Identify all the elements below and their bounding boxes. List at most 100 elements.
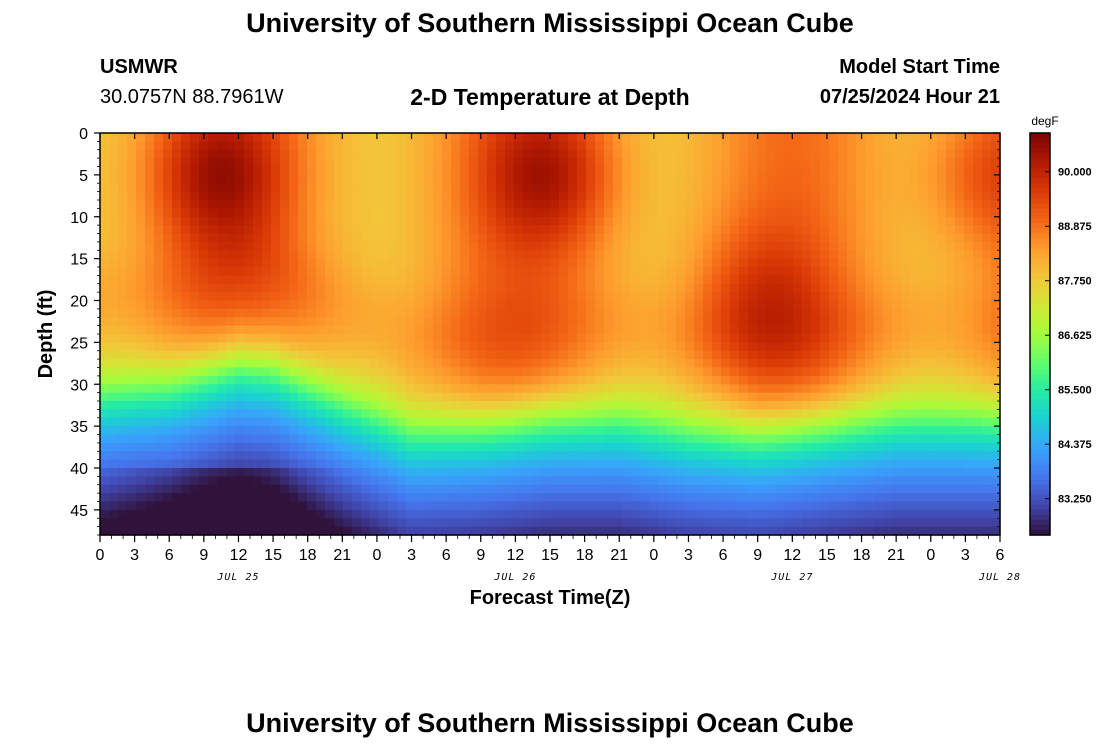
- heatmap-cell: [343, 359, 353, 369]
- heatmap-cell: [919, 208, 929, 218]
- heatmap-cell: [145, 174, 155, 184]
- heatmap-cell: [631, 426, 641, 436]
- heatmap-cell: [370, 509, 380, 519]
- heatmap-cell: [541, 300, 551, 310]
- heatmap-cell: [595, 434, 605, 444]
- heatmap-cell: [595, 258, 605, 268]
- heatmap-cell: [514, 359, 524, 369]
- heatmap-cell: [964, 292, 974, 302]
- heatmap-cell: [856, 442, 866, 452]
- heatmap-cell: [883, 409, 893, 419]
- heatmap-cell: [469, 267, 479, 276]
- heatmap-cell: [343, 451, 353, 461]
- heatmap-cell: [280, 501, 290, 511]
- heatmap-cell: [595, 350, 605, 360]
- heatmap-cell: [721, 166, 731, 176]
- heatmap-cell: [622, 434, 632, 444]
- heatmap-cell: [415, 183, 425, 193]
- heatmap-cell: [775, 518, 785, 528]
- heatmap-cell: [586, 241, 596, 251]
- heatmap-cell: [505, 476, 515, 486]
- heatmap-cell: [451, 468, 461, 477]
- heatmap-cell: [505, 158, 515, 168]
- heatmap-cell: [271, 442, 281, 452]
- heatmap-cell: [946, 392, 956, 402]
- heatmap-cell: [550, 442, 560, 452]
- heatmap-cell: [550, 334, 560, 343]
- heatmap-cell: [172, 468, 182, 477]
- heatmap-cell: [316, 250, 326, 260]
- heatmap-cell: [496, 334, 506, 343]
- heatmap-cell: [514, 518, 524, 528]
- heatmap-cell: [424, 317, 434, 327]
- heatmap-cell: [127, 526, 137, 536]
- heatmap-cell: [100, 484, 110, 494]
- heatmap-cell: [532, 350, 542, 360]
- heatmap-cell: [154, 518, 164, 528]
- heatmap-cell: [433, 468, 443, 477]
- heatmap-cell: [244, 518, 254, 528]
- heatmap-cell: [784, 493, 794, 503]
- heatmap-cell: [118, 200, 128, 209]
- heatmap-cell: [874, 300, 884, 310]
- heatmap-cell: [226, 267, 236, 276]
- heatmap-cell: [811, 300, 821, 310]
- heatmap-cell: [910, 417, 920, 427]
- heatmap-cell: [442, 200, 452, 209]
- heatmap-cell: [289, 208, 299, 218]
- heatmap-cell: [199, 476, 209, 486]
- heatmap-cell: [919, 409, 929, 419]
- heatmap-cell: [955, 375, 965, 385]
- heatmap-cell: [244, 334, 254, 343]
- heatmap-cell: [514, 442, 524, 452]
- heatmap-cell: [478, 451, 488, 461]
- heatmap-cell: [460, 468, 470, 477]
- heatmap-cell: [559, 275, 569, 285]
- heatmap-cell: [766, 526, 776, 536]
- heatmap-cell: [658, 342, 668, 352]
- heatmap-cell: [973, 200, 983, 209]
- heatmap-cell: [163, 350, 173, 360]
- heatmap-cell: [595, 149, 605, 159]
- heatmap-cell: [550, 409, 560, 419]
- heatmap-cell: [514, 174, 524, 184]
- heatmap-cell: [262, 283, 272, 293]
- heatmap-cell: [604, 267, 614, 276]
- heatmap-cell: [676, 250, 686, 260]
- heatmap-cell: [244, 484, 254, 494]
- heatmap-cell: [325, 250, 335, 260]
- heatmap-cell: [766, 501, 776, 511]
- heatmap-cell: [253, 359, 263, 369]
- heatmap-cell: [235, 283, 245, 293]
- heatmap-cell: [730, 166, 740, 176]
- heatmap-cell: [658, 392, 668, 402]
- heatmap-cell: [478, 149, 488, 159]
- heatmap-cell: [325, 401, 335, 410]
- heatmap-cell: [181, 267, 191, 276]
- heatmap-cell: [226, 442, 236, 452]
- heatmap-cell: [874, 200, 884, 209]
- heatmap-cell: [199, 191, 209, 201]
- heatmap-cell: [181, 325, 191, 335]
- heatmap-cell: [253, 241, 263, 251]
- heatmap-cell: [190, 267, 200, 276]
- heatmap-cell: [370, 476, 380, 486]
- heatmap-cell: [496, 225, 506, 235]
- heatmap-cell: [334, 158, 344, 168]
- heatmap-cell: [496, 283, 506, 293]
- heatmap-cell: [217, 283, 227, 293]
- heatmap-cell: [109, 250, 119, 260]
- heatmap-cell: [586, 283, 596, 293]
- heatmap-cell: [946, 174, 956, 184]
- heatmap-cell: [154, 434, 164, 444]
- heatmap-cell: [136, 401, 146, 410]
- heatmap-cell: [541, 417, 551, 427]
- heatmap-cell: [523, 275, 533, 285]
- heatmap-cell: [874, 216, 884, 226]
- heatmap-cell: [757, 191, 767, 201]
- heatmap-cell: [568, 250, 578, 260]
- heatmap-cell: [487, 208, 497, 218]
- heatmap-cell: [379, 384, 389, 394]
- heatmap-cell: [478, 200, 488, 209]
- heatmap-cell: [163, 133, 173, 142]
